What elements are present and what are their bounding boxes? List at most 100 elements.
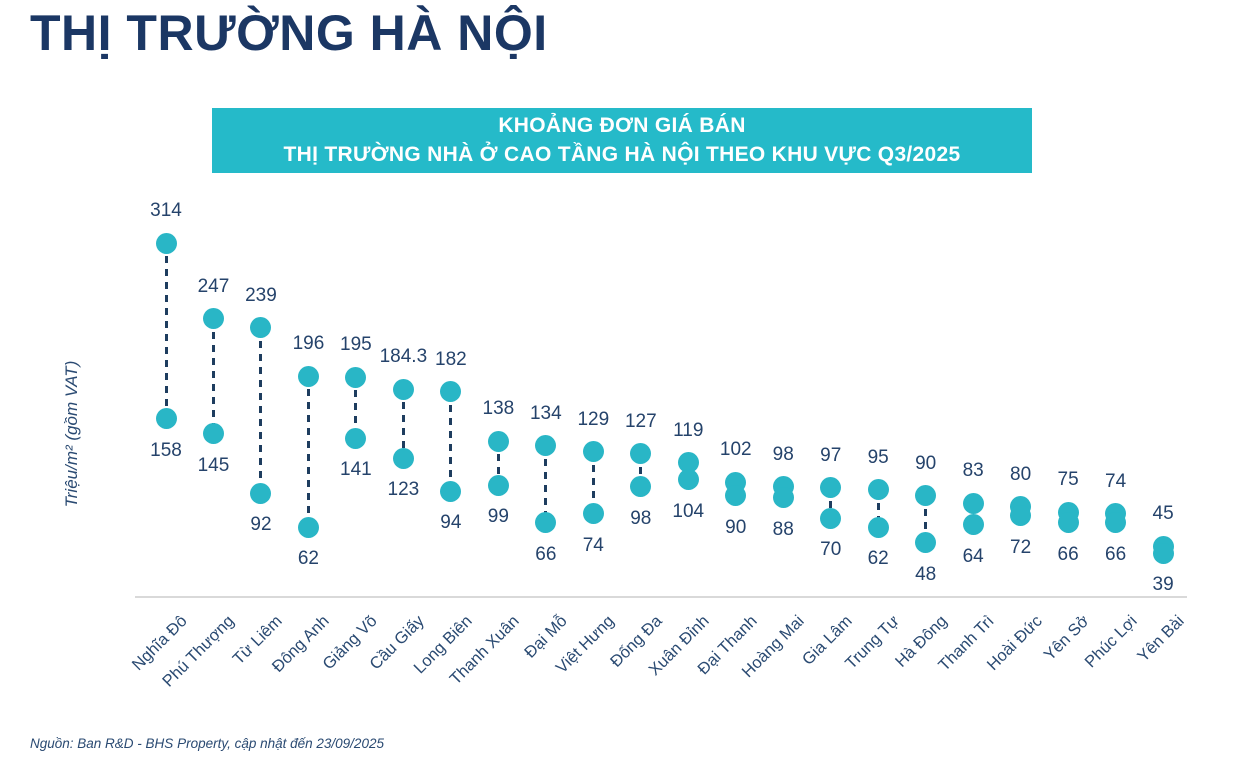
max-value-label: 95 bbox=[867, 446, 889, 468]
min-value-label: 94 bbox=[440, 512, 462, 534]
min-dot bbox=[202, 423, 224, 445]
max-dot bbox=[345, 366, 367, 388]
min-dot bbox=[772, 487, 794, 509]
min-value-label: 66 bbox=[1105, 543, 1127, 565]
min-value-label: 66 bbox=[1057, 543, 1079, 565]
max-dot bbox=[440, 381, 462, 403]
min-dot bbox=[677, 469, 699, 491]
min-dot bbox=[867, 516, 889, 538]
range-line bbox=[544, 445, 548, 523]
min-value-label: 88 bbox=[772, 518, 794, 540]
min-dot bbox=[487, 474, 509, 496]
range-line bbox=[164, 243, 168, 419]
min-dot bbox=[725, 485, 747, 507]
max-dot bbox=[155, 232, 177, 254]
max-value-label: 138 bbox=[482, 398, 515, 420]
max-value-label: 80 bbox=[1010, 463, 1032, 485]
max-value-label: 184.3 bbox=[379, 346, 428, 368]
range-line bbox=[496, 441, 500, 486]
range-line bbox=[924, 495, 928, 543]
max-dot bbox=[202, 308, 224, 330]
min-dot bbox=[440, 480, 462, 502]
max-value-label: 74 bbox=[1105, 470, 1127, 492]
source-note: Nguồn: Ban R&D - BHS Property, cập nhật … bbox=[30, 736, 384, 751]
max-value-label: 102 bbox=[719, 439, 752, 461]
min-value-label: 90 bbox=[725, 516, 747, 538]
banner-line1: KHOẢNG ĐƠN GIÁ BÁN bbox=[498, 114, 746, 138]
min-value-label: 123 bbox=[387, 479, 420, 501]
min-value-label: 141 bbox=[340, 459, 372, 481]
range-line bbox=[971, 503, 975, 525]
max-dot bbox=[582, 441, 604, 463]
max-value-label: 129 bbox=[577, 408, 610, 430]
max-value-label: 134 bbox=[529, 402, 562, 424]
max-value-label: 127 bbox=[624, 410, 657, 432]
max-dot bbox=[487, 430, 509, 452]
min-dot bbox=[392, 447, 414, 469]
max-value-label: 75 bbox=[1057, 469, 1079, 491]
max-value-label: 247 bbox=[197, 275, 230, 297]
max-dot bbox=[250, 317, 272, 339]
range-line bbox=[639, 453, 643, 487]
range-line bbox=[401, 389, 405, 459]
min-dot bbox=[582, 503, 604, 525]
max-value-label: 90 bbox=[915, 452, 937, 474]
min-dot bbox=[1057, 512, 1079, 534]
max-value-label: 98 bbox=[772, 443, 794, 465]
chart-title-banner: KHOẢNG ĐƠN GIÁ BÁN THỊ TRƯỜNG NHÀ Ở CAO … bbox=[212, 108, 1032, 173]
min-value-label: 39 bbox=[1152, 574, 1174, 596]
min-value-label: 92 bbox=[250, 514, 272, 536]
min-dot bbox=[535, 512, 557, 534]
max-dot bbox=[677, 452, 699, 474]
max-value-label: 83 bbox=[962, 460, 984, 482]
min-value-label: 99 bbox=[487, 506, 509, 528]
min-value-label: 72 bbox=[1010, 536, 1032, 558]
range-line bbox=[211, 318, 215, 434]
min-value-label: 62 bbox=[867, 548, 889, 570]
max-value-label: 45 bbox=[1152, 503, 1174, 525]
min-value-label: 158 bbox=[150, 439, 182, 461]
max-dot bbox=[820, 477, 842, 499]
range-line bbox=[354, 377, 358, 439]
min-value-label: 98 bbox=[630, 507, 652, 529]
min-dot bbox=[1010, 505, 1032, 527]
range-line bbox=[259, 327, 263, 494]
min-value-label: 62 bbox=[297, 548, 319, 570]
min-dot bbox=[1105, 512, 1127, 534]
max-value-label: 239 bbox=[245, 284, 277, 306]
max-value-label: 182 bbox=[435, 348, 467, 370]
min-value-label: 48 bbox=[915, 563, 937, 585]
min-dot bbox=[1152, 542, 1174, 564]
max-value-label: 314 bbox=[150, 200, 182, 222]
min-dot bbox=[345, 427, 367, 449]
max-value-label: 97 bbox=[820, 444, 842, 466]
min-dot bbox=[820, 507, 842, 529]
range-line bbox=[591, 451, 595, 514]
max-dot bbox=[962, 492, 984, 514]
min-value-label: 104 bbox=[672, 500, 705, 522]
range-line bbox=[829, 487, 833, 519]
max-dot bbox=[867, 479, 889, 501]
max-value-label: 119 bbox=[673, 419, 704, 441]
min-dot bbox=[915, 532, 937, 554]
min-dot bbox=[250, 482, 272, 504]
x-axis-line bbox=[135, 596, 1187, 598]
min-dot bbox=[155, 408, 177, 430]
page-title: THỊ TRƯỜNG HÀ NỘI bbox=[30, 5, 548, 61]
max-dot bbox=[535, 435, 557, 457]
max-dot bbox=[915, 485, 937, 507]
min-value-label: 145 bbox=[197, 454, 230, 476]
min-value-label: 70 bbox=[820, 539, 842, 561]
min-dot bbox=[630, 476, 652, 498]
min-dot bbox=[962, 514, 984, 536]
max-value-label: 195 bbox=[340, 334, 372, 356]
min-value-label: 64 bbox=[962, 545, 984, 567]
min-dot bbox=[297, 516, 319, 538]
range-line bbox=[449, 391, 453, 492]
banner-line2: THỊ TRƯỜNG NHÀ Ở CAO TẦNG HÀ NỘI THEO KH… bbox=[283, 142, 961, 166]
max-dot bbox=[630, 443, 652, 465]
range-line bbox=[876, 489, 880, 528]
max-value-label: 196 bbox=[292, 333, 325, 355]
range-line bbox=[306, 376, 310, 528]
